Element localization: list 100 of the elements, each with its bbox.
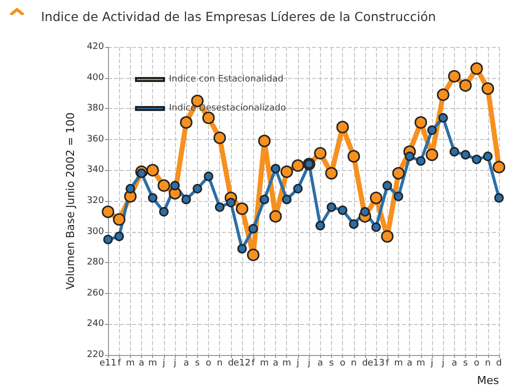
point [360, 207, 370, 217]
point [438, 113, 448, 123]
point [414, 116, 428, 129]
point [460, 150, 470, 160]
point [214, 202, 224, 212]
point [483, 152, 493, 162]
point [237, 244, 247, 254]
x-tick-label: j [306, 358, 310, 368]
point [293, 184, 303, 194]
y-tick-label: 400 [86, 72, 104, 83]
y-tick-label: 320 [86, 196, 104, 206]
point [236, 202, 248, 215]
point [180, 116, 192, 129]
x-tick-label: j [440, 358, 444, 368]
point [394, 192, 404, 202]
x-tick-label: s [195, 358, 200, 368]
x-tick-label: e11 [100, 358, 116, 368]
point [114, 232, 124, 242]
y-tick-label: 240 [86, 319, 104, 330]
point [148, 193, 158, 203]
x-tick-label: m [260, 358, 269, 368]
x-tick-label: a [183, 358, 189, 368]
x-tick-label: s [329, 358, 334, 368]
point [112, 213, 126, 226]
point [181, 194, 191, 204]
x-tick-label: m [148, 358, 158, 368]
y-tick-label: 380 [86, 104, 104, 114]
point [349, 219, 359, 229]
point [103, 234, 113, 244]
point [159, 207, 169, 217]
x-axis-title: Mes [477, 374, 500, 386]
x-tick-label: j [430, 358, 434, 368]
y-tick-label: 260 [86, 288, 104, 298]
x-tick-label: d [362, 358, 368, 368]
point [258, 134, 271, 148]
point [459, 79, 472, 92]
y-tick-label: 300 [86, 226, 104, 237]
point [470, 62, 483, 75]
y-tick-label: 280 [86, 258, 104, 268]
point [136, 168, 146, 178]
point [226, 198, 236, 208]
x-tick-label: a [406, 358, 412, 368]
point [371, 222, 381, 232]
x-tick-label: f [118, 358, 122, 368]
x-tick-label: o [206, 358, 212, 368]
point [314, 147, 327, 160]
x-tick-label: a [452, 358, 458, 368]
point [448, 70, 461, 83]
point [326, 202, 336, 212]
y-tick-label: 420 [86, 42, 104, 52]
point [213, 132, 226, 144]
x-tick-label: n [484, 358, 491, 368]
point [370, 192, 382, 204]
y-tick-label: 340 [86, 165, 104, 176]
chart-title: Indice de Actividad de las Empresas Líderes de la Construcción [41, 9, 436, 24]
x-tick-label: f [386, 358, 390, 368]
point [392, 167, 405, 180]
x-tick-label: m [282, 358, 292, 368]
x-tick-label: e13 [368, 358, 385, 368]
legend-label: Indice con Estacionalidad [169, 74, 284, 84]
point [482, 82, 494, 95]
x-tick-label: j [296, 358, 300, 368]
x-tick-label: a [272, 358, 278, 368]
point [192, 184, 202, 194]
x-tick-label: n [216, 358, 223, 368]
point [269, 210, 282, 223]
point [126, 184, 136, 194]
x-tick-label: d [496, 358, 502, 368]
x-tick-label: d [228, 358, 234, 368]
point [102, 206, 114, 218]
point [158, 179, 170, 192]
x-tick-label: s [463, 358, 468, 368]
x-tick-label: o [340, 358, 346, 368]
x-tick-label: j [162, 358, 166, 368]
x-tick-label: j [172, 358, 176, 368]
x-tick-label: n [350, 358, 357, 368]
x-tick-label: f [252, 358, 256, 368]
point [416, 156, 426, 166]
point [336, 120, 349, 134]
point [248, 224, 258, 234]
point [202, 112, 215, 124]
point [280, 165, 293, 178]
y-tick-label: 220 [86, 350, 104, 360]
point [260, 194, 270, 204]
x-tick-label: o [474, 358, 480, 368]
point [472, 154, 482, 164]
point [170, 180, 180, 190]
point [246, 248, 260, 262]
point [426, 148, 438, 162]
point [492, 160, 506, 174]
y-tick-label: 360 [86, 134, 104, 144]
point [316, 220, 326, 230]
x-tick-label: m [126, 358, 135, 368]
point [436, 88, 450, 101]
point [282, 194, 292, 204]
point [338, 205, 348, 215]
point [404, 152, 414, 162]
point [146, 164, 159, 176]
point [450, 146, 460, 156]
point [204, 172, 214, 182]
